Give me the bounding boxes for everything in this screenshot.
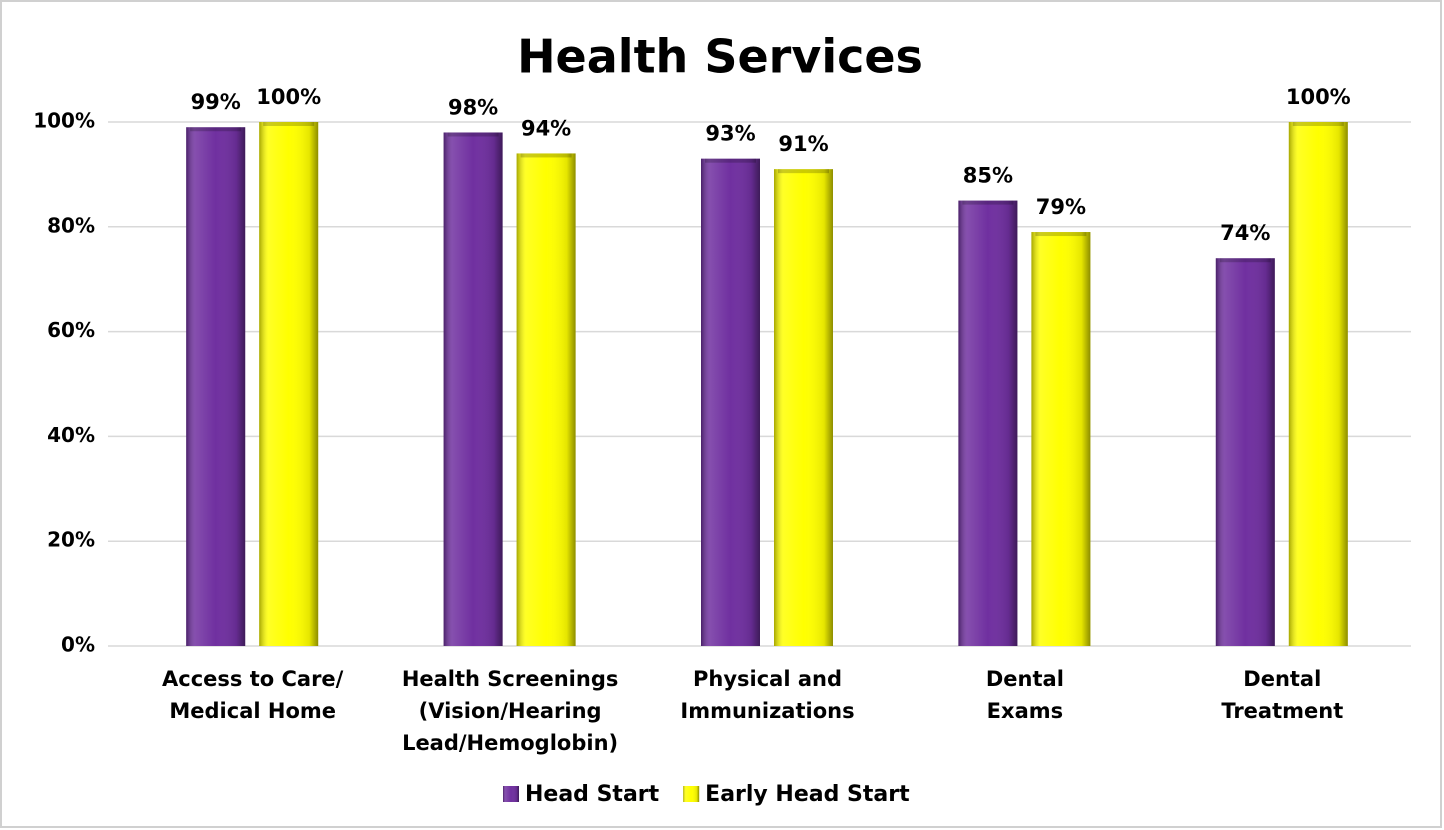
- x-tick-label-line: Dental: [1243, 667, 1321, 691]
- x-tick-label-line: Exams: [987, 699, 1063, 723]
- data-label: 85%: [963, 164, 1013, 188]
- legend-label: Early Head Start: [705, 782, 910, 807]
- x-tick-label: Physical and Immunizations: [680, 667, 854, 723]
- x-tick-label: Health Screenings (Vision/Hearing Lead/Hem…: [402, 667, 619, 755]
- x-tick-label-line: Medical Home: [169, 699, 336, 723]
- x-tick-label-line: Lead/Hemoglobin): [402, 731, 618, 755]
- bar-shade: [1215, 258, 1275, 646]
- x-tick-label-line: Physical and: [693, 667, 842, 691]
- bar-cap: [1219, 258, 1271, 263]
- x-tick-label: Dental Treatment: [1221, 667, 1343, 723]
- bar-cap: [190, 127, 242, 132]
- y-tick-label: 0%: [61, 633, 95, 657]
- y-tick-label: 60%: [47, 318, 95, 342]
- x-tick-label-line: Health Screenings: [402, 667, 619, 691]
- legend-swatch-shade: [683, 786, 700, 802]
- x-tick-label-line: Immunizations: [680, 699, 854, 723]
- bar-shade: [958, 200, 1018, 646]
- bar-cap: [1035, 232, 1087, 237]
- x-tick-label: Dental Exams: [986, 667, 1064, 723]
- bar-shade: [1288, 122, 1348, 646]
- data-label: 100%: [1286, 85, 1351, 109]
- chart-title: Health Services: [517, 30, 923, 84]
- data-label: 74%: [1220, 221, 1270, 245]
- bar-shade: [516, 153, 576, 646]
- bar-shade: [1031, 232, 1091, 647]
- data-label: 99%: [191, 90, 241, 114]
- bar-shade: [259, 122, 319, 646]
- data-label: 94%: [521, 116, 571, 140]
- x-tick-label: Access to Care/Medical Home: [162, 667, 344, 723]
- bar-cap: [705, 158, 756, 163]
- bar-cap: [1292, 122, 1344, 126]
- data-label: 93%: [705, 122, 755, 146]
- y-tick-label: 100%: [33, 109, 95, 133]
- legend-swatch-shade: [503, 786, 519, 802]
- x-tick-label-line: (Vision/Hearing: [419, 699, 602, 723]
- data-label: 100%: [256, 85, 321, 109]
- y-tick-label: 40%: [47, 423, 95, 447]
- data-label: 91%: [778, 132, 828, 156]
- x-tick-label-line: Access to Care/: [162, 667, 344, 691]
- bar-cap: [962, 200, 1014, 205]
- bar-shade: [186, 127, 246, 647]
- bar-shade: [443, 132, 503, 647]
- x-tick-label-line: Dental: [986, 667, 1064, 691]
- bar-cap: [263, 122, 315, 126]
- bar-cap: [778, 169, 829, 174]
- data-label: 79%: [1036, 195, 1086, 219]
- bar-cap: [520, 153, 572, 158]
- bar-cap: [447, 132, 499, 137]
- legend-label: Head Start: [525, 782, 660, 807]
- data-label: 98%: [448, 95, 498, 119]
- bar-shade: [774, 169, 833, 646]
- x-tick-label-line: Treatment: [1221, 699, 1343, 723]
- bar-shade: [701, 158, 760, 646]
- y-tick-label: 20%: [47, 528, 95, 552]
- y-tick-label: 80%: [47, 213, 95, 237]
